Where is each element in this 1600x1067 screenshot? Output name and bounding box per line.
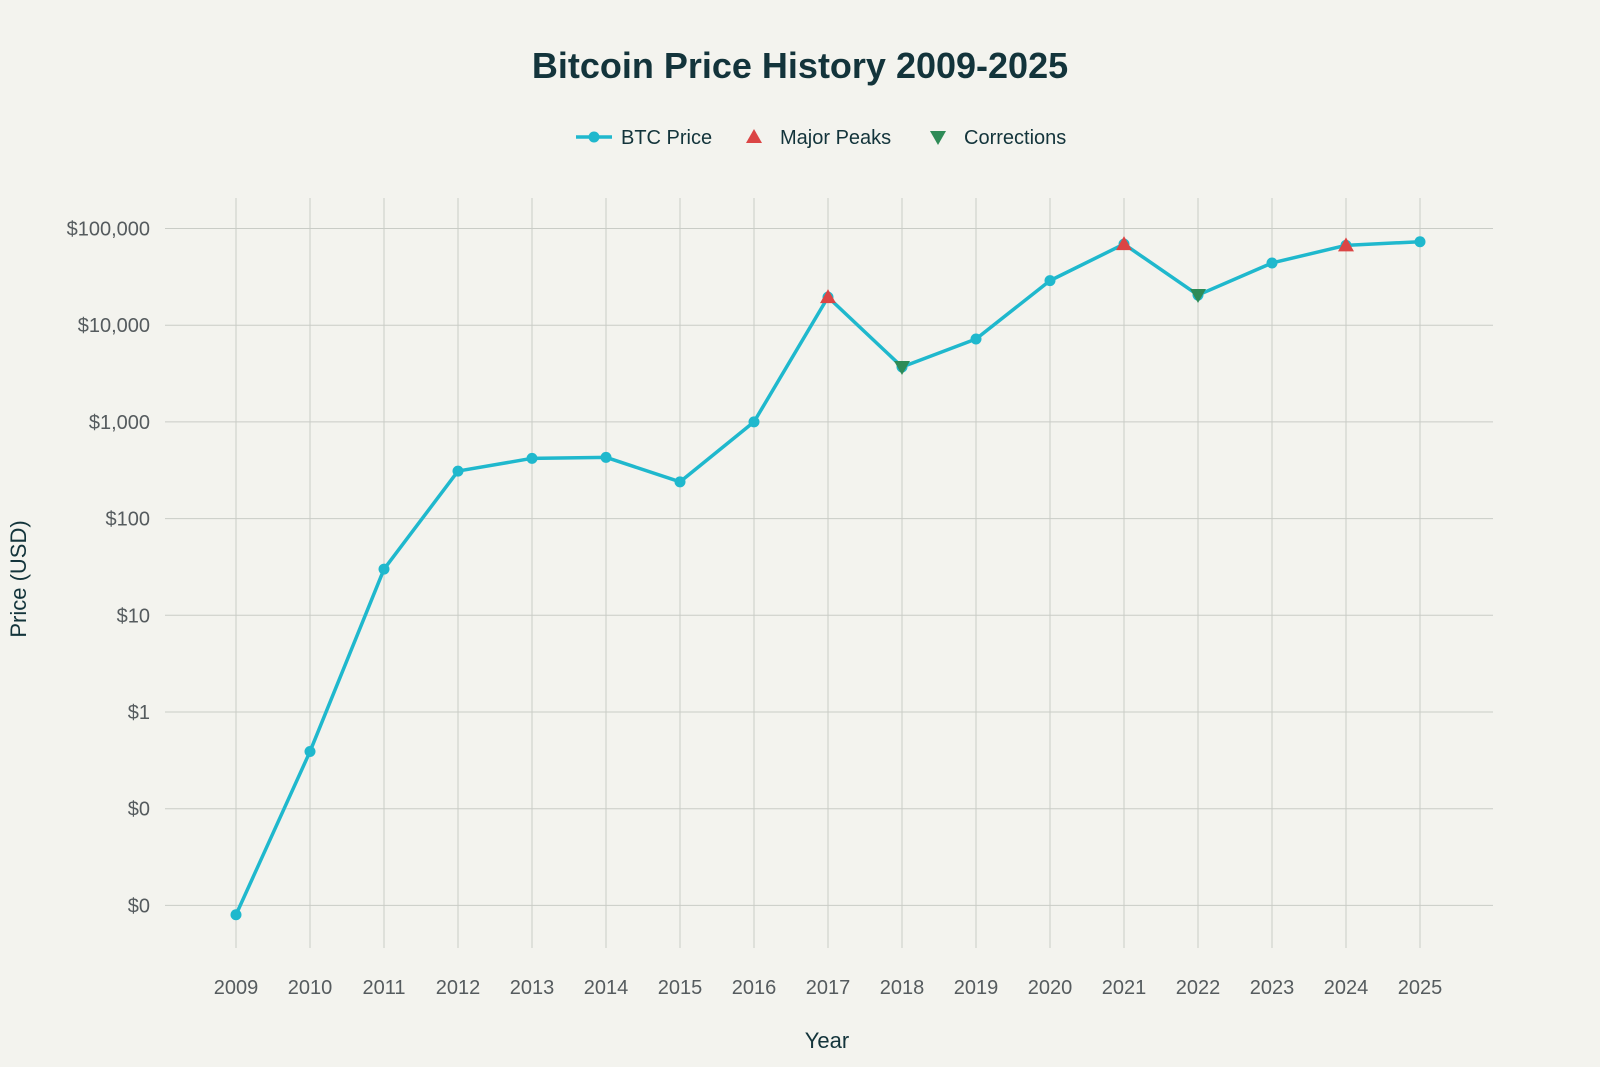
legend-triangle-down-swatch	[930, 131, 946, 145]
y-tick-label: $100	[106, 509, 151, 531]
btc-price-point[interactable]	[230, 909, 242, 921]
y-tick-label: $1,000	[89, 412, 150, 434]
x-tick-label: 2020	[1028, 977, 1073, 999]
marker-series	[820, 236, 1354, 375]
btc-price-point[interactable]	[1044, 275, 1056, 287]
x-tick-label: 2009	[214, 977, 259, 999]
x-tick-label: 2013	[510, 977, 555, 999]
legend-label: BTC Price	[621, 127, 712, 149]
x-tick-label: 2011	[362, 977, 405, 999]
x-tick-label: 2014	[584, 977, 629, 999]
x-tick-label: 2015	[658, 977, 703, 999]
btc-price-point[interactable]	[1414, 236, 1426, 248]
legend-item-major-peaks[interactable]: Major Peaks	[746, 127, 891, 149]
btc-price-point[interactable]	[970, 333, 982, 345]
btc-price-point[interactable]	[748, 416, 760, 428]
chart-title: Bitcoin Price History 2009-2025	[532, 45, 1068, 86]
correction-marker[interactable]	[894, 360, 910, 375]
major-peak-marker[interactable]	[820, 289, 836, 304]
legend-triangle-up-swatch	[746, 129, 762, 143]
x-tick-label: 2010	[288, 977, 333, 999]
x-tick-label: 2022	[1176, 977, 1221, 999]
y-tick-label: $10	[117, 605, 150, 627]
btc-price-point[interactable]	[452, 465, 464, 477]
x-axis-title: Year	[805, 1028, 849, 1053]
major-peak-marker[interactable]	[1338, 237, 1354, 252]
btc-price-point[interactable]	[674, 476, 686, 488]
legend-item-corrections[interactable]: Corrections	[930, 127, 1066, 149]
btc-price-point[interactable]	[378, 563, 390, 575]
x-tick-label: 2025	[1398, 977, 1443, 999]
btc-price-point[interactable]	[304, 746, 316, 758]
y-tick-label: $0	[128, 895, 150, 917]
x-tick-label: 2018	[880, 977, 925, 999]
major-peak-marker[interactable]	[1116, 236, 1132, 251]
legend-item-btc-price[interactable]: BTC Price	[576, 127, 712, 149]
x-tick-label: 2019	[954, 977, 999, 999]
y-axis-ticks: $0 $0 $1 $10 $100 $1,000 $10,000 $100,000	[67, 219, 150, 918]
y-tick-label: $0	[128, 799, 150, 821]
x-tick-label: 2017	[806, 977, 851, 999]
correction-marker[interactable]	[1190, 289, 1206, 304]
btc-price-point[interactable]	[600, 451, 612, 463]
x-axis-ticks: 2009 2010 2011 2012 2013 2014 2015 2016 2017 2018…	[214, 977, 1443, 999]
legend-dot-swatch	[588, 131, 600, 143]
x-tick-label: 2021	[1102, 977, 1147, 999]
y-tick-label: $10,000	[78, 315, 150, 337]
y-tick-label: $100,000	[67, 219, 150, 241]
x-tick-label: 2023	[1250, 977, 1295, 999]
y-tick-label: $1	[128, 702, 150, 724]
x-tick-label: 2024	[1324, 977, 1369, 999]
btc-price-point[interactable]	[526, 452, 538, 464]
grid	[165, 198, 1493, 948]
x-tick-label: 2012	[436, 977, 481, 999]
btc-price-point[interactable]	[1266, 257, 1278, 269]
legend-label: Corrections	[964, 127, 1066, 149]
legend-label: Major Peaks	[780, 127, 891, 149]
y-axis-title: Price (USD)	[6, 520, 31, 637]
x-tick-label: 2016	[732, 977, 777, 999]
legend[interactable]: BTC Price Major Peaks Corrections	[576, 127, 1066, 149]
